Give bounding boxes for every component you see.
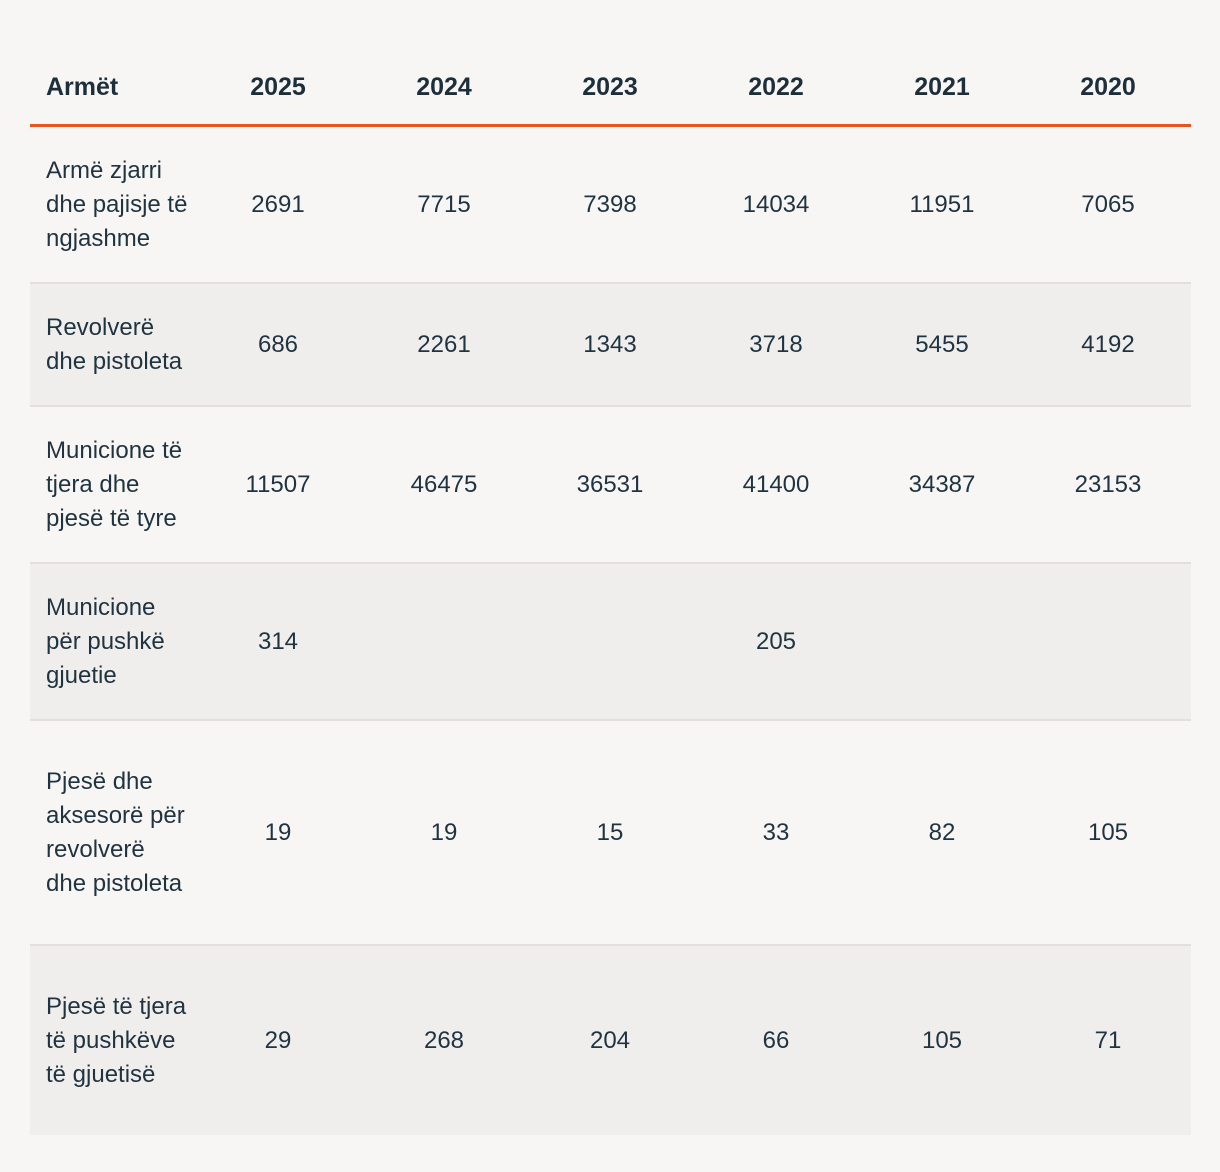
table-cell: 7065 [1025, 125, 1191, 284]
table-cell: 105 [1025, 720, 1191, 946]
table-cell: 19 [361, 720, 527, 946]
table-cell: 5455 [859, 283, 1025, 407]
table-cell: 34387 [859, 406, 1025, 564]
table-row: Armë zjarri dhe pajisje të ngjashme 2691… [30, 125, 1191, 284]
table-cell: 1343 [527, 283, 693, 407]
table-row: Revolverë dhe pistoleta 686 2261 1343 37… [30, 283, 1191, 407]
table-cell: 36531 [527, 406, 693, 564]
weapons-data-table: Armët 2025 2024 2023 2022 2021 2020 Armë… [30, 50, 1191, 1135]
table-cell: 23153 [1025, 406, 1191, 564]
column-header-2023[interactable]: 2023 [527, 50, 693, 127]
column-header-2020[interactable]: 2020 [1025, 50, 1191, 127]
table-cell: 11951 [859, 125, 1025, 284]
row-label: Revolverë dhe pistoleta [30, 283, 195, 407]
table-cell: 3718 [693, 283, 859, 407]
table-cell [859, 563, 1025, 721]
table-row: Pjesë të tjera të pushkëve të gjuetisë 2… [30, 945, 1191, 1135]
table-cell: 7715 [361, 125, 527, 284]
row-label: Armë zjarri dhe pajisje të ngjashme [30, 125, 195, 284]
table-row: Municione të tjera dhe pjesë të tyre 115… [30, 406, 1191, 564]
column-header-2021[interactable]: 2021 [859, 50, 1025, 127]
table-header-row: Armët 2025 2024 2023 2022 2021 2020 [30, 50, 1191, 127]
table-row: Municione për pushkë gjuetie 314 205 [30, 563, 1191, 721]
table-cell: 46475 [361, 406, 527, 564]
row-label: Pjesë të tjera të pushkëve të gjuetisë [30, 945, 195, 1135]
table-cell: 66 [693, 945, 859, 1135]
table-cell: 2691 [195, 125, 361, 284]
weapons-table-container: Armët 2025 2024 2023 2022 2021 2020 Armë… [30, 50, 1191, 1135]
table-cell [1025, 563, 1191, 721]
table-cell: 71 [1025, 945, 1191, 1135]
row-label: Pjesë dhe aksesorë për revolverë dhe pis… [30, 720, 195, 946]
row-label: Municione për pushkë gjuetie [30, 563, 195, 721]
column-header-category[interactable]: Armët [30, 50, 195, 127]
table-cell: 29 [195, 945, 361, 1135]
table-cell [361, 563, 527, 721]
table-cell: 82 [859, 720, 1025, 946]
table-cell: 4192 [1025, 283, 1191, 407]
table-cell [527, 563, 693, 721]
table-row: Pjesë dhe aksesorë për revolverë dhe pis… [30, 720, 1191, 946]
column-header-2025[interactable]: 2025 [195, 50, 361, 127]
table-cell: 41400 [693, 406, 859, 564]
table-cell: 33 [693, 720, 859, 946]
table-cell: 15 [527, 720, 693, 946]
table-cell: 268 [361, 945, 527, 1135]
column-header-2024[interactable]: 2024 [361, 50, 527, 127]
table-cell: 14034 [693, 125, 859, 284]
table-cell: 204 [527, 945, 693, 1135]
table-cell: 205 [693, 563, 859, 721]
table-cell: 686 [195, 283, 361, 407]
table-cell: 11507 [195, 406, 361, 564]
table-cell: 314 [195, 563, 361, 721]
table-cell: 2261 [361, 283, 527, 407]
column-header-2022[interactable]: 2022 [693, 50, 859, 127]
table-cell: 105 [859, 945, 1025, 1135]
table-cell: 7398 [527, 125, 693, 284]
table-cell: 19 [195, 720, 361, 946]
row-label: Municione të tjera dhe pjesë të tyre [30, 406, 195, 564]
